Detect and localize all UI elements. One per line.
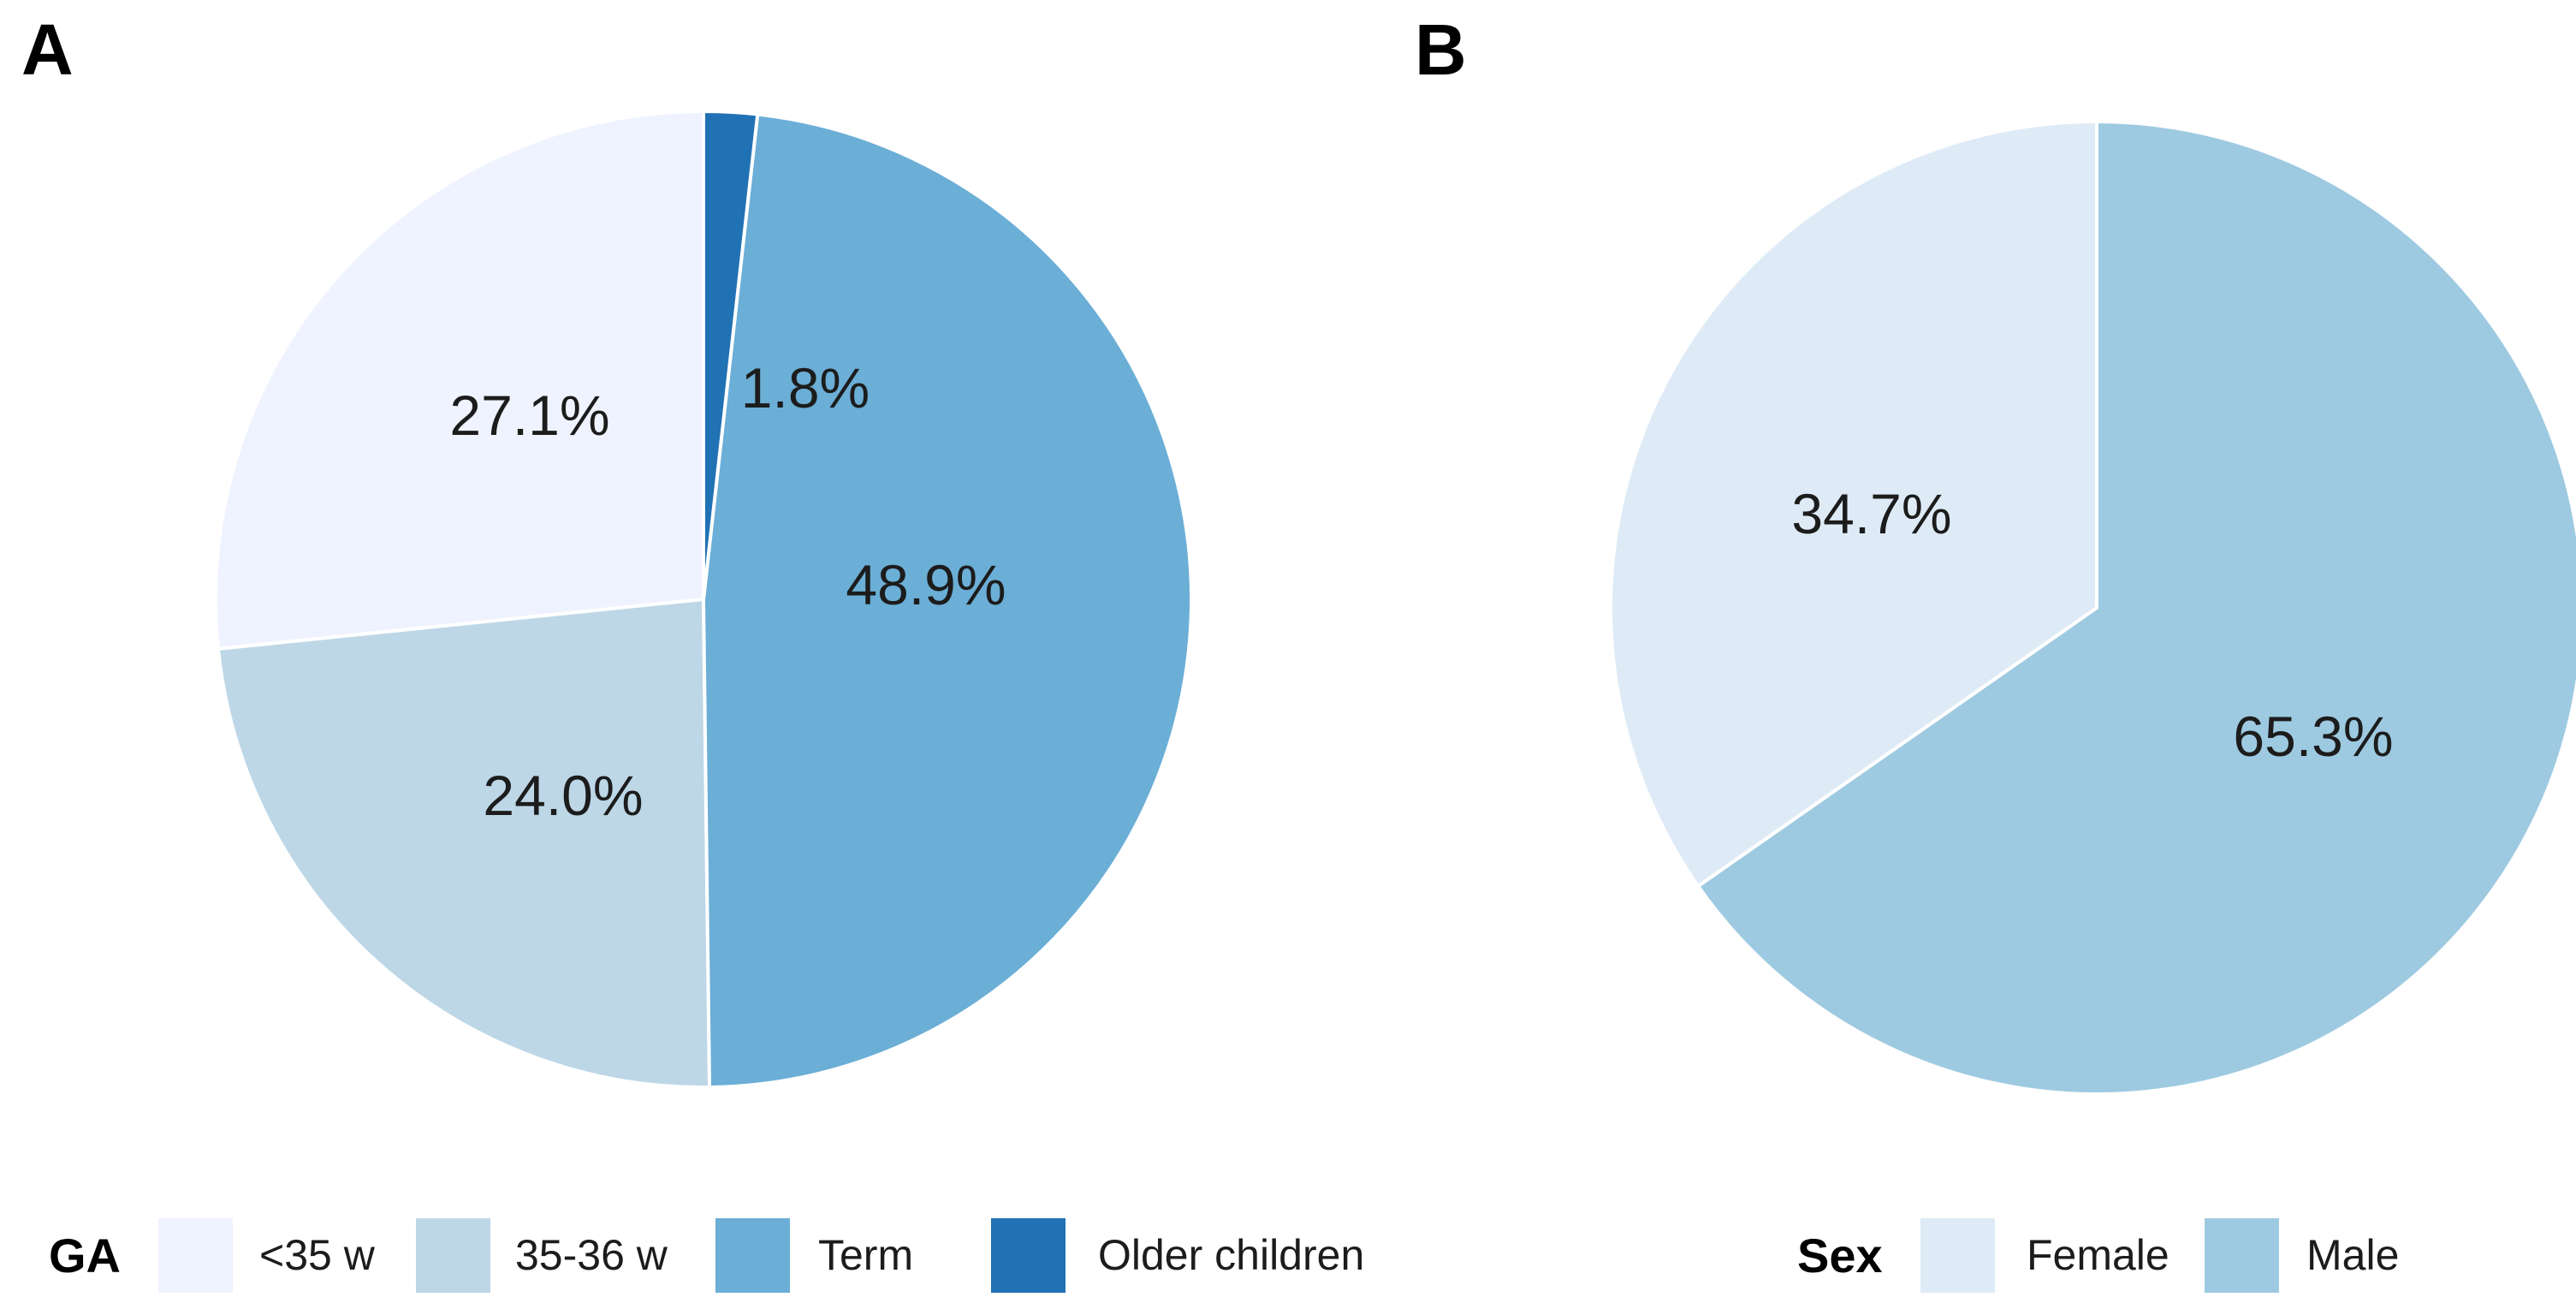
legend-swatch-female (1920, 1218, 1995, 1293)
panel-b-label: B (1415, 9, 1467, 90)
legend-title-sex: Sex (1797, 1229, 1883, 1282)
legend-label-35-36w: 35-36 w (515, 1231, 668, 1279)
legend-swatch-35-36w (416, 1218, 490, 1293)
pie-slice-35-w (213, 109, 705, 652)
legend-label-lt35w: <35 w (259, 1231, 375, 1279)
panel-a-label: A (21, 9, 74, 90)
legend-label-male: Male (2306, 1231, 2400, 1279)
pie-slice-female (1609, 119, 2098, 889)
legend-label-female: Female (2027, 1231, 2169, 1279)
slice-label-35-36w: 24.0% (483, 764, 644, 827)
legend-swatch-term (715, 1218, 790, 1293)
slice-label-older-children: 1.8% (740, 356, 870, 419)
legend-label-older-children: Older children (1098, 1231, 1365, 1279)
slice-label-male: 65.3% (2233, 705, 2394, 768)
slice-label-lt35w: 27.1% (449, 384, 610, 447)
legend-label-term: Term (818, 1231, 914, 1279)
pie-slice-35-36-w (216, 597, 712, 1089)
slice-label-term: 48.9% (846, 553, 1006, 616)
pie-slice-term (701, 112, 1194, 1089)
pie-chart-sex (1609, 119, 2576, 1096)
pie-slice-older-children (702, 109, 760, 600)
slice-label-female: 34.7% (1791, 482, 1952, 545)
pie-slice-male (1695, 119, 2576, 1096)
legend-swatch-lt35w (158, 1218, 233, 1293)
pie-chart-ga (213, 109, 1194, 1089)
legend-swatch-older-children (991, 1218, 1065, 1293)
legend-title-ga: GA (49, 1229, 121, 1282)
legend-swatch-male (2205, 1218, 2279, 1293)
